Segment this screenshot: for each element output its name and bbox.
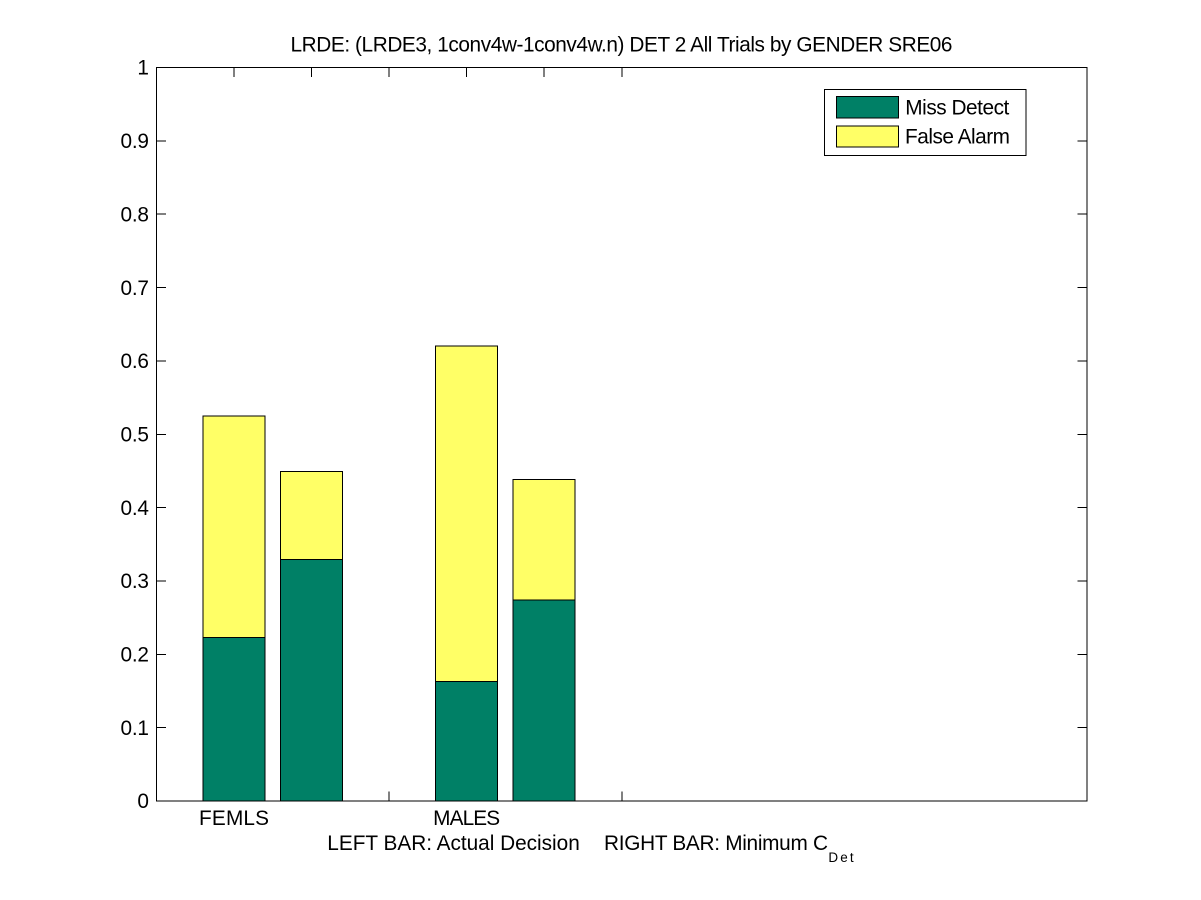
svg-text:FEMLS: FEMLS	[199, 807, 269, 830]
svg-text:Det: Det	[828, 850, 854, 865]
svg-text:LEFT BAR: Actual Decision: LEFT BAR: Actual Decision	[327, 832, 580, 855]
svg-text:0.7: 0.7	[121, 277, 150, 300]
svg-text:0.6: 0.6	[121, 350, 150, 373]
svg-text:RIGHT BAR: Minimum C: RIGHT BAR: Minimum C	[604, 832, 828, 855]
svg-text:LRDE: (LRDE3, 1conv4w-1conv4w.: LRDE: (LRDE3, 1conv4w-1conv4w.n) DET 2 A…	[291, 33, 953, 56]
svg-text:1: 1	[137, 57, 149, 80]
svg-text:False Alarm: False Alarm	[905, 126, 1010, 149]
svg-text:0.5: 0.5	[121, 423, 150, 446]
svg-text:MALES: MALES	[433, 807, 500, 830]
svg-text:0.2: 0.2	[121, 644, 150, 667]
svg-text:0: 0	[137, 790, 149, 813]
svg-text:0.4: 0.4	[121, 497, 150, 520]
svg-text:0.3: 0.3	[121, 570, 150, 593]
svg-text:0.8: 0.8	[121, 203, 150, 226]
svg-text:0.9: 0.9	[121, 130, 150, 153]
svg-text:Miss Detect: Miss Detect	[905, 97, 1009, 120]
svg-text:0.1: 0.1	[121, 717, 150, 740]
